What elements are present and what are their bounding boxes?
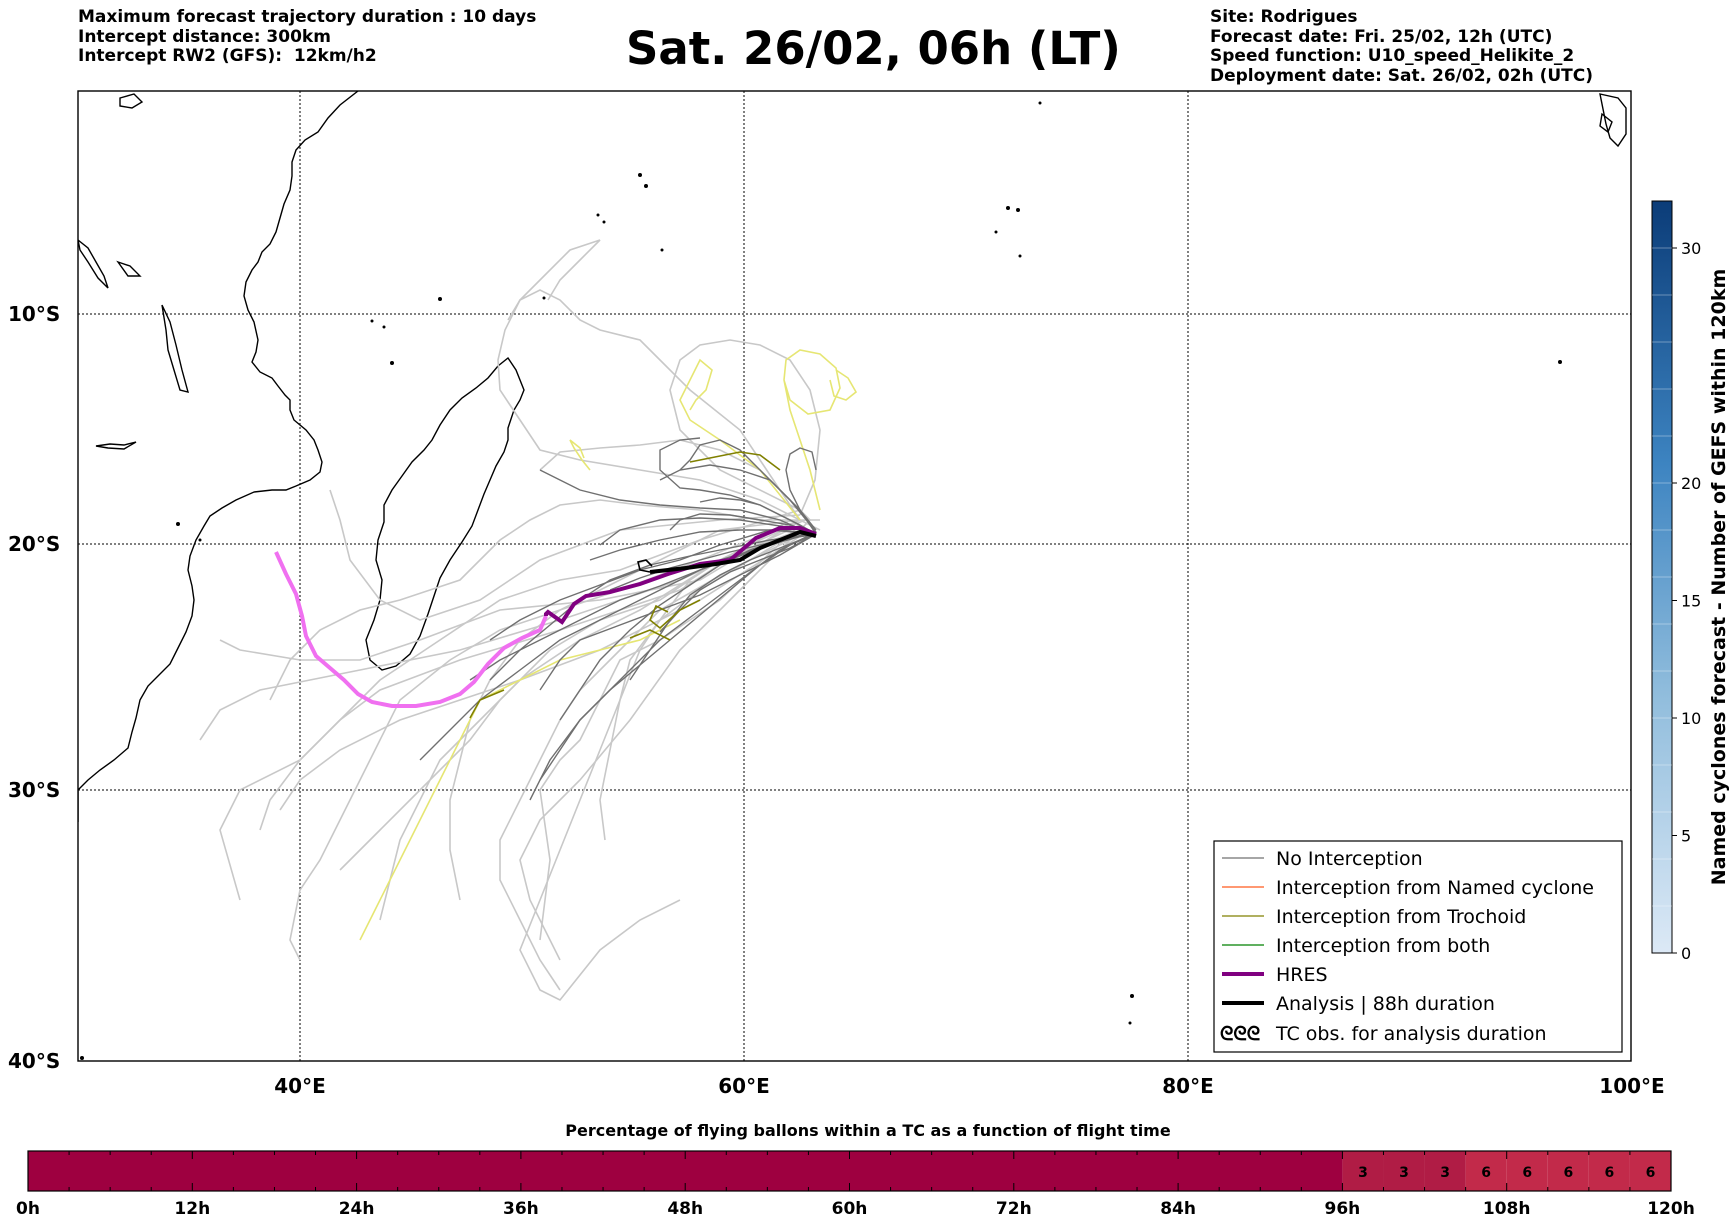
bottom-bar-tick-label: 12h <box>174 1199 210 1219</box>
bottom-bar-segment-value: 6 <box>1522 1165 1532 1181</box>
header-right-info: Site: Rodrigues Forecast date: Fri. 25/0… <box>1210 7 1594 86</box>
madagascar-coastline <box>365 356 525 671</box>
map-grid <box>78 91 1631 1061</box>
bottom-bar-segment <box>1506 1151 1548 1191</box>
header-forecast-date: Forecast date: Fri. 25/02, 12h (UTC) <box>1210 26 1553 47</box>
bottom-bar-segment <box>1465 1151 1507 1191</box>
header-intercept-distance: Intercept distance: 300km <box>78 26 331 47</box>
header-left-info: Maximum forecast trajectory duration : 1… <box>78 7 537 67</box>
right-colorbar: 0 5 10 15 20 30 Named cyclones forecast - Num… <box>1651 200 1730 963</box>
bottom-bar-tick-label: 60h <box>832 1199 868 1219</box>
colorbar-tick-label: 20 <box>1681 474 1701 493</box>
legend: No Interception Interception from Named c… <box>1213 840 1623 1053</box>
bottom-bar-segment-value: 3 <box>1399 1165 1409 1181</box>
page-title: Sat. 26/02, 06h (LT) <box>626 22 1121 75</box>
bottom-bar-tick-labels: 0h 12h 24h 36h 48h 60h 72h 84h 96h 108h 120h <box>16 1199 1695 1219</box>
bottom-bar-segment-value: 3 <box>1440 1165 1450 1181</box>
header-speed-function: Speed function: U10_speed_Helikite_2 <box>1210 46 1575 66</box>
legend-label-1: Interception from Named cyclone <box>1276 877 1594 899</box>
bottom-bar-segment <box>1629 1151 1671 1191</box>
bottom-bar-tick-label: 48h <box>667 1199 703 1219</box>
analysis-trajectory <box>649 529 817 574</box>
legend-items: No Interception Interception from Named c… <box>1222 848 1594 1015</box>
africa-coastline <box>78 91 359 822</box>
map-axis-labels: 10°S 20°S 30°S 40°S 40°E 60°E 80°E 100°E <box>8 302 1665 1098</box>
bottom-bar-tick-label: 72h <box>996 1199 1032 1219</box>
map-frame <box>77 90 1632 1062</box>
bottom-bar-minor-ticks <box>27 1151 1672 1191</box>
legend-box <box>1213 840 1623 1053</box>
colorbar-tick-label: 10 <box>1681 709 1701 728</box>
colorbar-tick-label: 0 <box>1681 944 1691 963</box>
colorbar-tick-label: 5 <box>1681 827 1691 846</box>
lon-label-60e: 60°E <box>718 1074 770 1098</box>
bottom-bar: Percentage of flying ballons within a TC… <box>16 1121 1695 1219</box>
right-colorbar-ticks: 0 5 10 15 20 30 <box>1672 239 1701 963</box>
bottom-bar-tick-label: 84h <box>1160 1199 1196 1219</box>
bottom-bar-segment-value: 6 <box>1605 1165 1615 1181</box>
bottom-bar-segment <box>1383 1151 1425 1191</box>
legend-label-5: Analysis | 88h duration <box>1276 993 1495 1015</box>
bottom-bar-segment-value: 6 <box>1481 1165 1491 1181</box>
header-deployment-date: Deployment date: Sat. 26/02, 02h (UTC) <box>1210 65 1594 86</box>
lat-label-10s: 10°S <box>8 302 60 326</box>
legend-label-2: Interception from Trochoid <box>1276 906 1526 928</box>
trochoid-trajectories <box>469 451 781 719</box>
bottom-bar-tick-label: 24h <box>339 1199 375 1219</box>
bottom-bar-tick-label: 0h <box>16 1199 40 1219</box>
hres-trajectory-late <box>274 551 548 708</box>
ensemble-trajectories-light <box>199 239 821 1002</box>
lon-label-80e: 80°E <box>1162 1074 1214 1098</box>
bottom-bar-title: Percentage of flying ballons within a TC… <box>565 1121 1171 1140</box>
bottom-bar-segment-value: 3 <box>1358 1165 1368 1181</box>
bottom-bar-tick-label: 36h <box>503 1199 539 1219</box>
lon-label-40e: 40°E <box>274 1074 326 1098</box>
colorbar-tick-label: 15 <box>1681 592 1701 611</box>
comoros-islands <box>161 304 189 393</box>
header-site: Site: Rodrigues <box>1210 7 1358 27</box>
bottom-bar-tick-label: 108h <box>1483 1199 1531 1219</box>
bottom-bar-tick-label: 96h <box>1325 1199 1361 1219</box>
header-duration: Maximum forecast trajectory duration : 1… <box>78 7 537 27</box>
legend-label-3: Interception from both <box>1276 935 1490 957</box>
bottom-bar-segment-value: 6 <box>1646 1165 1656 1181</box>
bottom-bar-segment <box>1588 1151 1630 1191</box>
header-intercept-rw2: Intercept RW2 (GFS): 12km/h2 <box>78 46 377 66</box>
yellow-trajectories <box>359 349 858 941</box>
lat-label-40s: 40°S <box>8 1049 60 1073</box>
small-islands <box>80 101 1562 1060</box>
bottom-bar-segment <box>1424 1151 1466 1191</box>
tc-obs-label: TC obs. for analysis duration <box>1275 1023 1547 1045</box>
analysis-start-loop <box>637 559 653 573</box>
coastlines <box>78 91 1627 822</box>
hres-trajectory <box>544 526 817 625</box>
legend-label-0: No Interception <box>1276 848 1423 870</box>
lat-label-20s: 20°S <box>8 532 60 556</box>
right-colorbar-fill <box>1651 200 1673 954</box>
bottom-bar-segment <box>1342 1151 1384 1191</box>
tc-obs-symbol: ᘓᘓᘓ <box>1220 1023 1260 1045</box>
bottom-bar-segment-value: 6 <box>1563 1165 1573 1181</box>
bottom-bar-segment <box>1547 1151 1589 1191</box>
legend-label-4: HRES <box>1276 964 1328 986</box>
right-colorbar-label: Named cyclones forecast - Number of GEFS… <box>1708 269 1730 886</box>
right-colorbar-steps <box>1652 247 1672 907</box>
bottom-bar-tick-label: 120h <box>1647 1199 1695 1219</box>
lon-label-100e: 100°E <box>1599 1074 1664 1098</box>
colorbar-tick-label: 30 <box>1681 239 1701 258</box>
lat-label-30s: 30°S <box>8 778 60 802</box>
